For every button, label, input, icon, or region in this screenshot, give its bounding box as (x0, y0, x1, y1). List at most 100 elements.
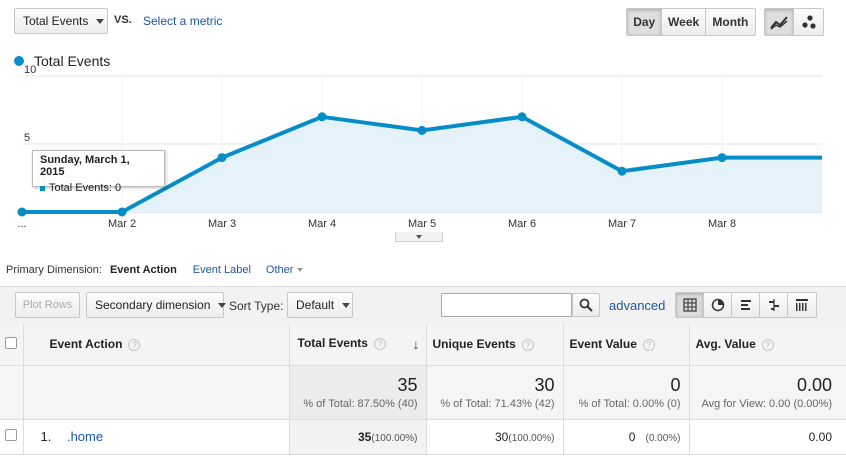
plot-rows-button[interactable]: Plot Rows (15, 292, 80, 318)
row-unique-events-value: 30 (495, 429, 509, 444)
totals-empty-cell (0, 365, 24, 420)
row-index: 1. (40, 429, 52, 444)
chevron-down-icon (342, 302, 351, 308)
help-icon[interactable]: ? (128, 339, 141, 352)
y-tick-label: 10 (24, 64, 36, 76)
chevron-down-icon (297, 268, 304, 272)
totals-event-value-value: 0 (670, 374, 681, 395)
table-view-button[interactable] (676, 293, 704, 317)
primary-dimension-label: Primary Dimension: (6, 264, 102, 276)
x-tick-label: Mar 3 (208, 218, 236, 230)
x-tick-label: ... (17, 218, 26, 230)
dimension-other[interactable]: Other (266, 264, 304, 276)
advanced-link[interactable]: advanced (609, 298, 666, 313)
series-area (22, 116, 822, 212)
dimension-event-label[interactable]: Event Label (192, 264, 251, 276)
pie-chart-icon (711, 298, 724, 312)
chart-mode-toggle (764, 8, 824, 36)
row-select-cell (0, 419, 24, 455)
range-month-button[interactable]: Month (705, 9, 755, 35)
range-day-button[interactable]: Day (627, 9, 663, 35)
row-avg-value: 0.00 (689, 419, 846, 455)
row-action-link[interactable]: .home (66, 429, 104, 444)
data-point (417, 125, 427, 135)
tooltip-value: Total Events: 0 (49, 182, 122, 194)
totals-unique-events-sub: % of Total: 71.43% (42) (440, 397, 555, 410)
row-checkbox[interactable] (5, 429, 18, 441)
data-point (17, 207, 27, 217)
sort-type-value: Default (296, 298, 335, 312)
row-event-value-value: 0 (628, 429, 636, 444)
row-total-events: 35(100.00%) (289, 419, 427, 455)
header-total-events-label: Total Events (297, 336, 368, 351)
header-event-value[interactable]: Event Value? (563, 324, 690, 366)
performance-view-button[interactable] (732, 293, 760, 317)
help-icon[interactable]: ? (521, 339, 534, 352)
line-chart-icon[interactable] (765, 9, 795, 35)
pivot-icon (796, 299, 808, 311)
comparison-view-button[interactable] (760, 293, 788, 317)
search-button[interactable] (572, 293, 600, 317)
totals-total-events: 35 % of Total: 87.50% (40) (289, 365, 427, 420)
range-toggle: Day Week Month (626, 8, 756, 36)
row-unique-events-pct: (100.00%) (508, 432, 555, 444)
totals-event-value-sub: % of Total: 0.00% (0) (578, 397, 681, 410)
secondary-dimension-select[interactable]: Secondary dimension (86, 292, 227, 318)
data-point (617, 166, 627, 176)
legend-square-icon (40, 185, 45, 191)
pie-view-button[interactable] (704, 293, 732, 317)
totals-avg-value-sub: Avg for View: 0.00 (0.00%) (701, 397, 832, 410)
table-view-toggle (675, 292, 817, 318)
header-avg-value[interactable]: Avg. Value? (689, 324, 846, 366)
row-event-value-pct: (0.00%) (645, 432, 681, 444)
grid-icon (682, 298, 697, 312)
data-point (517, 112, 527, 122)
metric-select[interactable]: Total Events (14, 8, 108, 34)
totals-label-cell (23, 365, 290, 420)
x-tick-label: Mar 7 (608, 218, 636, 230)
comparison-icon (768, 299, 779, 311)
primary-dimension-bar: Primary Dimension: Event Action Event La… (6, 264, 304, 276)
secondary-dimension-label: Secondary dimension (95, 298, 211, 312)
sort-type-select[interactable]: Default (287, 292, 353, 318)
chart-legend: Total Events (14, 53, 110, 69)
totals-unique-events: 30 % of Total: 71.43% (42) (426, 365, 564, 420)
tooltip-title: Sunday, March 1, 2015 (40, 154, 130, 178)
row-total-events-pct: (100.00%) (371, 432, 418, 444)
header-unique-events[interactable]: Unique Events? (426, 324, 564, 366)
data-point (117, 207, 127, 217)
plot-rows-label: Plot Rows (22, 299, 73, 311)
select-all-checkbox[interactable] (5, 336, 18, 349)
help-icon[interactable]: ? (761, 339, 774, 352)
select-metric-link[interactable]: Select a metric (143, 14, 223, 28)
row-total-events-value: 35 (358, 429, 372, 444)
totals-total-events-sub: % of Total: 87.50% (40) (303, 397, 418, 410)
search-icon (579, 298, 593, 312)
dimension-event-action[interactable]: Event Action (109, 264, 177, 276)
pivot-view-button[interactable] (788, 293, 816, 317)
header-total-events[interactable]: Total Events? ↓ (289, 324, 427, 366)
x-tick-label: Mar 6 (508, 218, 536, 230)
legend-dot-icon (14, 56, 24, 66)
sort-arrow-down-icon: ↓ (412, 336, 420, 353)
sort-type-label: Sort Type: (229, 299, 284, 313)
help-icon[interactable]: ? (373, 338, 386, 351)
data-point (717, 153, 727, 163)
metric-select-label: Total Events (23, 14, 89, 28)
header-avg-value-label: Avg. Value (695, 337, 756, 352)
table-search-input[interactable] (441, 293, 572, 317)
header-unique-events-label: Unique Events (432, 337, 516, 352)
totals-event-value: 0 % of Total: 0.00% (0) (563, 365, 690, 420)
chart-collapse-handle[interactable] (395, 232, 443, 242)
data-point (317, 112, 327, 122)
chart-tooltip: Sunday, March 1, 2015 Total Events: 0 (32, 150, 165, 194)
row-event-action: 1. .home (23, 419, 290, 455)
motion-chart-icon[interactable] (794, 9, 823, 35)
events-chart: ... Mar 2 Mar 3 Mar 4 Mar 5 Mar 6 Mar 7 Mar 8 1… (17, 64, 822, 230)
row-event-value: 0 (0.00%) (563, 419, 690, 455)
x-tick-label: Mar 2 (108, 218, 136, 230)
help-icon[interactable]: ? (642, 339, 655, 352)
vs-label: VS. (114, 14, 132, 26)
header-event-action[interactable]: Event Action? (23, 324, 290, 366)
range-week-button[interactable]: Week (662, 9, 706, 35)
